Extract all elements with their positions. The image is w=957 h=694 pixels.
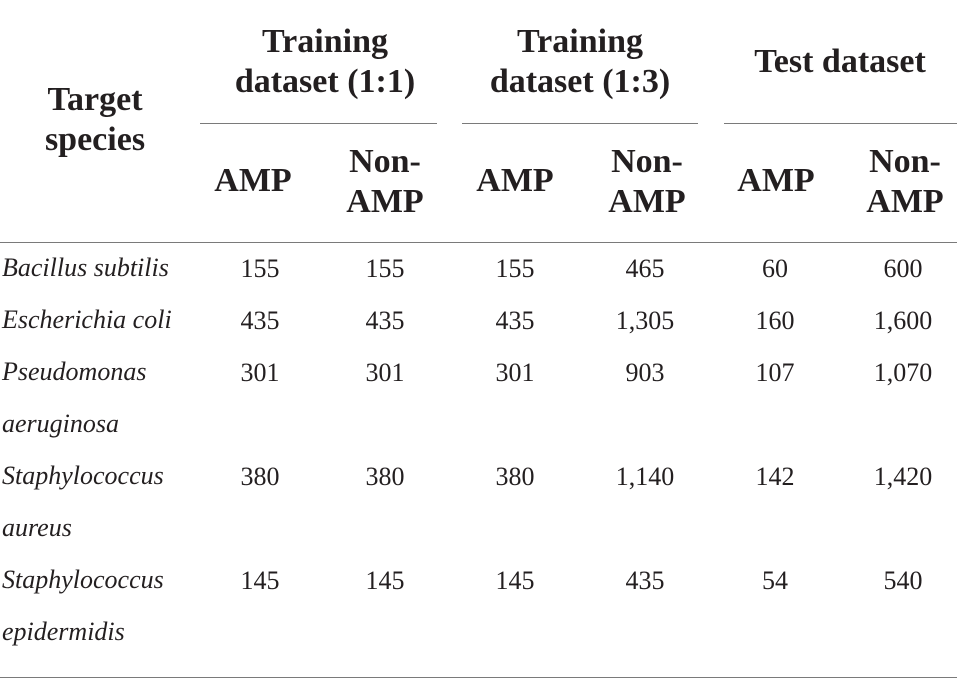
- table-cell: 145: [495, 566, 535, 595]
- table-cell: 435: [365, 306, 405, 335]
- table-cell: 142: [755, 462, 795, 491]
- subheader-line-1: Non-: [869, 143, 941, 180]
- group-rule-test-dataset: [724, 123, 957, 124]
- table-cell: 107: [755, 358, 795, 387]
- species-line-1: Staphylococcus: [2, 461, 164, 490]
- table-cell: 600: [883, 254, 923, 283]
- group-header-training-1-3: Training dataset (1:3): [455, 22, 705, 102]
- table-cell: 301: [365, 358, 405, 387]
- table-cell: 155: [240, 254, 280, 283]
- group-header-line-1: Test dataset: [754, 43, 926, 80]
- group-header-line-1: Training: [517, 23, 643, 60]
- species-staphylococcus-epidermidis: Staphylococcus epidermidis: [2, 554, 164, 658]
- table-cell: 160: [755, 306, 795, 335]
- species-line-1: Staphylococcus: [2, 565, 164, 594]
- table-cell: 435: [240, 306, 280, 335]
- table-cell: 1,600: [873, 306, 933, 335]
- table-cell: 380: [240, 462, 280, 491]
- table-cell: 380: [495, 462, 535, 491]
- species-bacillus-subtilis: Bacillus subtilis: [2, 242, 169, 294]
- species-line-1: Pseudomonas: [2, 357, 147, 386]
- group-rule-training-1-3: [462, 123, 698, 124]
- table-cell: 435: [625, 566, 665, 595]
- group-header-line-1: Training: [262, 23, 388, 60]
- species-pseudomonas-aeruginosa: Pseudomonas aeruginosa: [2, 346, 146, 450]
- table-cell: 155: [495, 254, 535, 283]
- subheader-non-amp-2: Non- AMP: [587, 142, 707, 222]
- species-line-2: epidermidis: [2, 617, 125, 646]
- header-bottom-rule: [0, 242, 957, 243]
- table-cell: 145: [365, 566, 405, 595]
- species-line-2: aureus: [2, 513, 72, 542]
- table-cell: 1,140: [615, 462, 675, 491]
- group-rule-training-1-1: [200, 123, 437, 124]
- table-cell: 60: [762, 254, 788, 283]
- subheader-amp-2: AMP: [476, 162, 554, 199]
- subheader-non-amp-1: Non- AMP: [325, 142, 445, 222]
- table-cell: 301: [495, 358, 535, 387]
- target-species-header-line-2: species: [44, 121, 146, 158]
- table-cell: 540: [883, 566, 923, 595]
- subheader-line-1: Non-: [349, 143, 421, 180]
- table-cell: 903: [625, 358, 665, 387]
- table-bottom-rule: [0, 677, 957, 678]
- table-cell: 54: [762, 566, 788, 595]
- table-cell: 1,070: [873, 358, 933, 387]
- table-cell: 1,305: [615, 306, 675, 335]
- species-line-1: Bacillus subtilis: [2, 253, 169, 282]
- target-species-header-line-1: Target: [47, 81, 143, 118]
- group-header-test-dataset: Test dataset: [715, 42, 957, 82]
- table-cell: 145: [240, 566, 280, 595]
- subheader-line-1: Non-: [611, 143, 683, 180]
- table-cell: 155: [365, 254, 405, 283]
- target-species-header: Target species: [0, 80, 190, 160]
- subheader-line-2: AMP: [866, 183, 944, 220]
- group-header-training-1-1: Training dataset (1:1): [200, 22, 450, 102]
- table-cell: 435: [495, 306, 535, 335]
- group-header-line-2: dataset (1:1): [234, 63, 416, 100]
- table-cell: 465: [625, 254, 665, 283]
- species-line-2: aeruginosa: [2, 409, 119, 438]
- subheader-non-amp-3: Non- AMP: [845, 142, 957, 222]
- subheader-line-2: AMP: [608, 183, 686, 220]
- species-escherichia-coli: Escherichia coli: [2, 294, 172, 346]
- table-cell: 380: [365, 462, 405, 491]
- subheader-amp-3: AMP: [737, 162, 815, 199]
- table-cell: 301: [240, 358, 280, 387]
- species-staphylococcus-aureus: Staphylococcus aureus: [2, 450, 164, 554]
- subheader-line-2: AMP: [346, 183, 424, 220]
- group-header-line-2: dataset (1:3): [489, 63, 671, 100]
- table-cell: 1,420: [873, 462, 933, 491]
- species-line-1: Escherichia coli: [2, 305, 172, 334]
- subheader-amp-1: AMP: [214, 162, 292, 199]
